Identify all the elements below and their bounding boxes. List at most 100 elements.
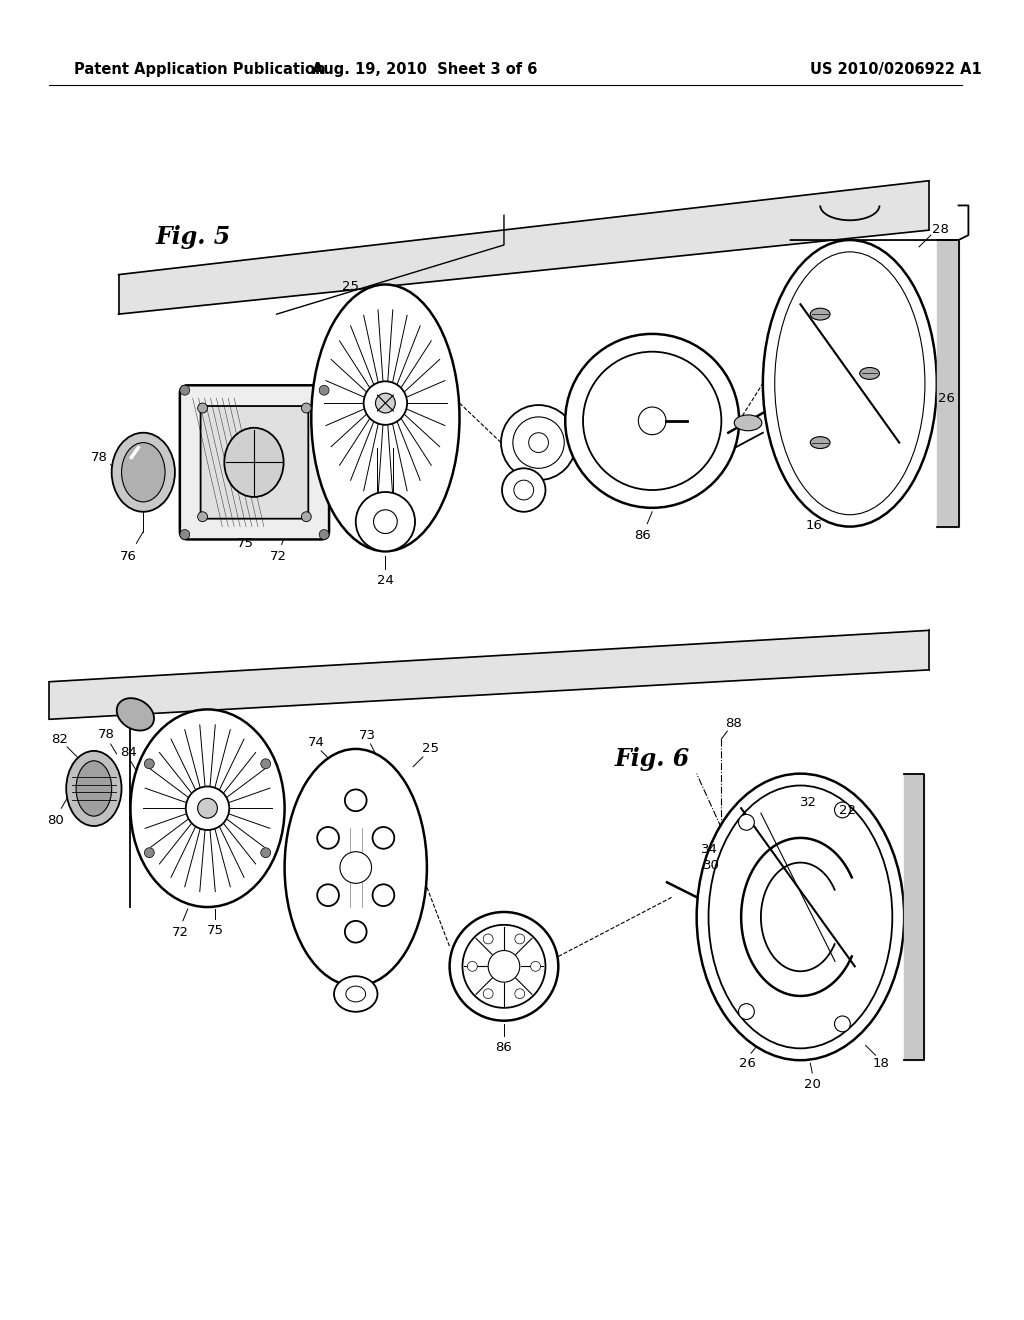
Text: 18: 18 (873, 1057, 890, 1069)
Polygon shape (937, 240, 958, 527)
Ellipse shape (483, 989, 494, 999)
Text: 72: 72 (270, 549, 287, 562)
Ellipse shape (515, 989, 524, 999)
Ellipse shape (317, 884, 339, 906)
FancyBboxPatch shape (180, 385, 329, 540)
Text: 30: 30 (703, 859, 720, 873)
Ellipse shape (334, 977, 378, 1012)
Ellipse shape (261, 759, 270, 768)
Ellipse shape (810, 308, 830, 319)
Ellipse shape (583, 351, 721, 490)
Ellipse shape (374, 510, 397, 533)
Ellipse shape (345, 789, 367, 812)
Ellipse shape (345, 921, 367, 942)
Ellipse shape (185, 787, 229, 830)
Text: Aug. 19, 2010  Sheet 3 of 6: Aug. 19, 2010 Sheet 3 of 6 (312, 62, 538, 77)
Ellipse shape (112, 433, 175, 512)
Ellipse shape (311, 285, 460, 552)
Ellipse shape (515, 935, 524, 944)
Ellipse shape (467, 961, 477, 972)
Text: 80: 80 (47, 813, 63, 826)
Ellipse shape (355, 492, 415, 552)
Ellipse shape (340, 851, 372, 883)
Ellipse shape (346, 986, 366, 1002)
Text: 78: 78 (90, 451, 108, 463)
Text: US 2010/0206922 A1: US 2010/0206922 A1 (810, 62, 982, 77)
Ellipse shape (488, 950, 520, 982)
Ellipse shape (738, 814, 755, 830)
Ellipse shape (373, 828, 394, 849)
Ellipse shape (122, 442, 165, 502)
Ellipse shape (810, 437, 830, 449)
Ellipse shape (198, 512, 208, 521)
Ellipse shape (198, 799, 217, 818)
Text: 24: 24 (377, 574, 394, 587)
Text: 82: 82 (51, 733, 68, 746)
Ellipse shape (835, 803, 850, 818)
Ellipse shape (860, 367, 880, 379)
Text: 73: 73 (359, 729, 376, 742)
Ellipse shape (117, 698, 154, 730)
Ellipse shape (373, 884, 394, 906)
Text: 86: 86 (634, 529, 650, 543)
Polygon shape (119, 181, 929, 314)
Text: 16: 16 (806, 519, 822, 532)
Ellipse shape (501, 405, 577, 480)
Text: 25: 25 (342, 280, 359, 293)
Ellipse shape (319, 385, 329, 395)
Ellipse shape (530, 961, 541, 972)
Ellipse shape (696, 774, 904, 1060)
Text: 86: 86 (496, 1041, 512, 1053)
FancyBboxPatch shape (201, 407, 308, 519)
Text: 75: 75 (207, 924, 224, 937)
Ellipse shape (76, 760, 112, 816)
Text: Fig. 5: Fig. 5 (155, 226, 230, 249)
Polygon shape (904, 774, 924, 1060)
Text: 88: 88 (725, 717, 741, 730)
Ellipse shape (528, 433, 549, 453)
Ellipse shape (180, 529, 189, 540)
Ellipse shape (301, 403, 311, 413)
Text: 22: 22 (840, 804, 856, 817)
Ellipse shape (319, 529, 329, 540)
Ellipse shape (364, 381, 408, 425)
Text: 84: 84 (120, 746, 137, 759)
Ellipse shape (502, 469, 546, 512)
Ellipse shape (285, 748, 427, 986)
Ellipse shape (317, 828, 339, 849)
Text: 25: 25 (422, 742, 439, 755)
Ellipse shape (483, 935, 494, 944)
Ellipse shape (261, 847, 270, 858)
Text: 26: 26 (938, 392, 955, 405)
Ellipse shape (67, 751, 122, 826)
Ellipse shape (738, 1003, 755, 1019)
Text: Patent Application Publication: Patent Application Publication (74, 62, 326, 77)
Text: 78: 78 (98, 727, 115, 741)
Ellipse shape (198, 403, 208, 413)
Text: Fig. 6: Fig. 6 (614, 747, 690, 771)
Ellipse shape (301, 512, 311, 521)
Ellipse shape (513, 417, 564, 469)
Ellipse shape (463, 925, 546, 1008)
Ellipse shape (775, 252, 925, 515)
Ellipse shape (835, 1016, 850, 1032)
Ellipse shape (180, 385, 189, 395)
Text: 32: 32 (800, 796, 817, 809)
Text: 20: 20 (804, 1078, 820, 1092)
Ellipse shape (144, 847, 155, 858)
Polygon shape (49, 631, 929, 719)
Ellipse shape (565, 334, 739, 508)
Text: 74: 74 (308, 735, 325, 748)
Text: 26: 26 (738, 1057, 756, 1069)
Ellipse shape (763, 240, 937, 527)
Ellipse shape (638, 407, 666, 434)
Text: 76: 76 (120, 549, 137, 562)
Ellipse shape (514, 480, 534, 500)
Text: 72: 72 (172, 927, 189, 940)
Text: 75: 75 (237, 537, 254, 550)
Ellipse shape (224, 428, 284, 496)
Ellipse shape (709, 785, 892, 1048)
Ellipse shape (450, 912, 558, 1020)
Ellipse shape (734, 414, 762, 430)
Ellipse shape (376, 393, 395, 413)
